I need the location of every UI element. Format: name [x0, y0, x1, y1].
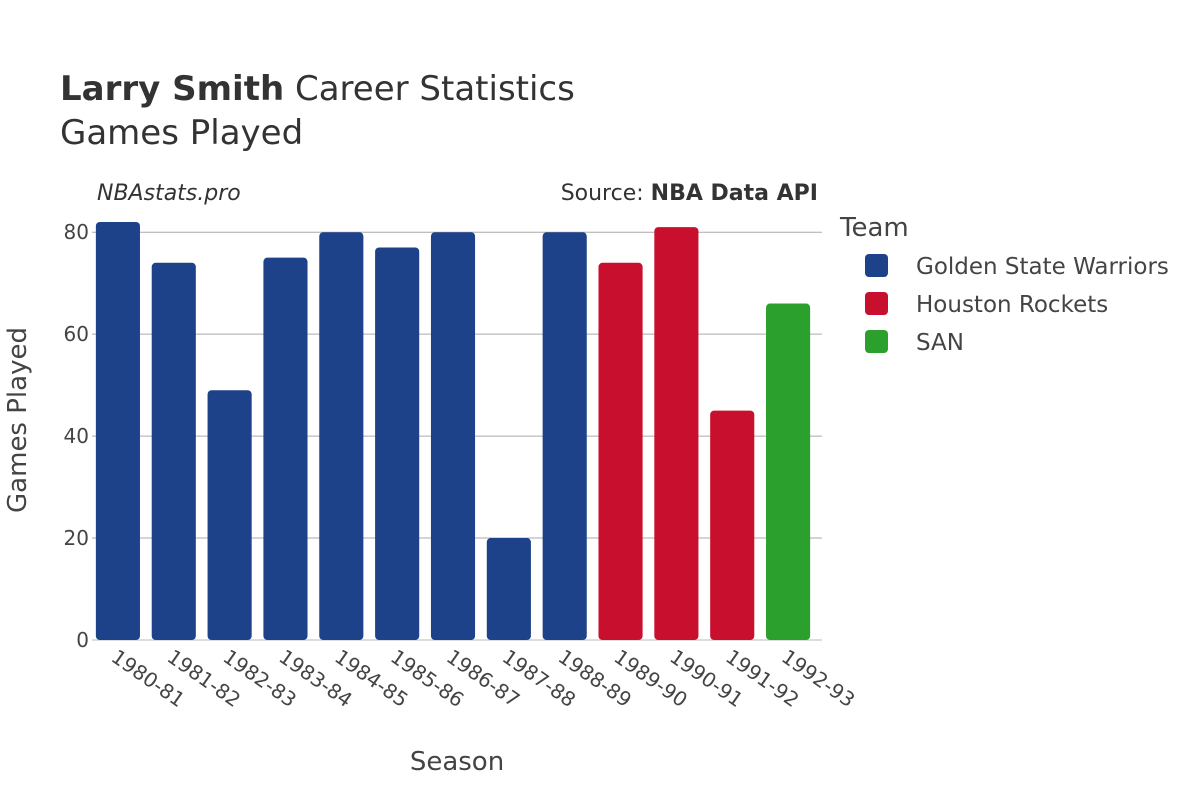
- y-tick-label: 80: [64, 220, 89, 244]
- y-tick-label: 20: [64, 526, 89, 550]
- legend-swatch: [865, 330, 888, 353]
- legend-swatch: [865, 254, 888, 277]
- bar-1986-87: [430, 232, 476, 640]
- y-tick-label: 40: [64, 424, 89, 448]
- title-player: Larry Smith: [60, 69, 284, 109]
- bar-1992-93: [766, 303, 811, 640]
- bars: [95, 222, 811, 641]
- bar-1980-81: [95, 222, 140, 640]
- chart-subtitle: Games Played: [60, 113, 303, 153]
- title-rest: Career Statistics: [295, 69, 575, 109]
- bar-1984-85: [319, 232, 364, 640]
- bar-1990-91: [654, 227, 699, 640]
- legend-label: Houston Rockets: [916, 292, 1108, 318]
- legend-label: Golden State Warriors: [916, 254, 1169, 280]
- bar-1989-90: [598, 262, 643, 640]
- chart-title: Larry Smith Career Statistics: [60, 69, 575, 109]
- source-annotation: Source: NBA Data API: [561, 181, 818, 206]
- x-tick-labels: 1980-811981-821982-831983-841984-851985-…: [107, 644, 859, 712]
- bar-1983-84: [263, 257, 308, 640]
- bar-1987-88: [486, 538, 531, 640]
- bar-1985-86: [375, 247, 420, 641]
- bar-1988-89: [542, 232, 587, 640]
- legend-title: Team: [839, 213, 909, 243]
- y-tick-label: 60: [64, 322, 89, 346]
- source-name: NBA Data API: [651, 181, 818, 206]
- legend-label: SAN: [916, 330, 964, 356]
- legend-swatch: [865, 292, 888, 315]
- legend: Team Golden State Warriors Houston Rocket…: [839, 213, 1169, 356]
- bar-1981-82: [151, 262, 196, 640]
- y-tick-label: 0: [76, 628, 89, 652]
- bar-1982-83: [207, 390, 252, 640]
- x-axis-title: Season: [410, 747, 504, 777]
- site-annotation: NBAstats.pro: [97, 181, 241, 206]
- y-tick-labels: 0 20 40 60 80: [64, 220, 89, 652]
- y-axis-title: Games Played: [3, 327, 33, 513]
- source-prefix: Source:: [561, 181, 651, 206]
- bar-1991-92: [710, 410, 755, 640]
